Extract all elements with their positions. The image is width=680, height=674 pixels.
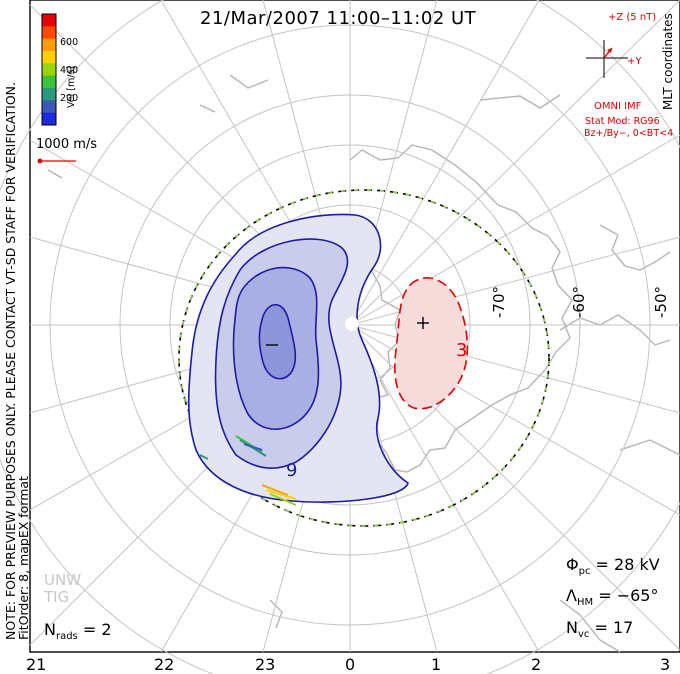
phi-value: = 28 kV (595, 555, 660, 574)
velocity-scale-swatch (42, 51, 56, 64)
velocity-scale-swatch (42, 26, 56, 40)
velocity-scale-frame (41, 13, 57, 126)
velocity-scale-swatch (42, 75, 56, 89)
mlt-label-21: 21 (26, 655, 47, 674)
vector-count: Nvc = 17 (566, 618, 633, 640)
velocity-scale-swatch (42, 14, 56, 27)
potential-max-marker (417, 317, 429, 329)
lambda-value: = −65° (598, 586, 659, 605)
lambda-subscript: HM (576, 597, 594, 609)
watermark-logo: UNW TIG (44, 572, 81, 606)
watermark-line-2: TIG (44, 588, 70, 606)
velocity-tick-400: 400 (60, 65, 79, 76)
velocity-scale-swatch (42, 88, 56, 101)
plot-frame (29, 0, 680, 653)
cross-polar-potential: Φpc = 28 kV (566, 555, 660, 577)
mlt-label-2: 2 (531, 655, 542, 674)
velocity-scale-swatch (42, 100, 56, 114)
fit-order: FitOrder: 8, mapEX format (16, 476, 31, 640)
imf-bz-label: +Z (5 nT) (608, 12, 657, 23)
reference-vector (37, 158, 76, 164)
imf-conditions: Bz+/By−, 0<BT<4 (584, 128, 674, 139)
positive-contour-label: 3 (456, 340, 468, 361)
nvc-symbol: N (566, 618, 578, 637)
lambda-symbol: Λ (566, 586, 577, 605)
coordinate-system-label: MLT coordinates (661, 13, 675, 110)
reference-vector-label: 1000 m/s (36, 137, 98, 152)
velocity-scale-swatch (42, 63, 56, 77)
preview-note: NOTE: FOR PREVIEW PURPOSES ONLY. PLEASE … (3, 82, 31, 640)
negative-cell (187, 213, 409, 503)
lat-label-60: -60° (570, 286, 588, 318)
positive-cell-contour (394, 277, 469, 410)
imf-by-label: +Y (627, 56, 642, 67)
velocity-scale-swatch (42, 38, 56, 52)
mlt-label-0: 0 (345, 655, 356, 674)
negative-contour-label: 9 (286, 460, 298, 481)
watermark-line-1: UNW (44, 571, 82, 589)
velocity-scale-swatch (42, 112, 56, 126)
mlt-label-3: 3 (660, 655, 671, 674)
imf-dial (586, 40, 628, 78)
nrads-subscript: rads (55, 631, 78, 643)
mlt-label-22: 22 (154, 655, 175, 674)
velocity-color-scale (42, 14, 56, 126)
nvc-subscript: vc (577, 629, 590, 641)
stat-model: Stat Mod: RG96 (585, 116, 660, 127)
phi-subscript: pc (578, 566, 591, 578)
phi-symbol: Φ (566, 555, 579, 574)
magnetic-pole-marker (345, 317, 359, 331)
coastline (47, 74, 680, 653)
mlt-label-1: 1 (431, 655, 442, 674)
hm-latitude: ΛHM = −65° (566, 586, 658, 608)
hm-boundary (178, 189, 550, 527)
imf-source: OMNI IMF (594, 101, 642, 112)
nrads-symbol: N (44, 620, 56, 639)
radar-vectors (199, 435, 297, 506)
mlt-label-23: 23 (255, 655, 276, 674)
map-title: 21/Mar/2007 11:00–11:02 UT (200, 8, 477, 29)
velocity-tick-600: 600 (60, 37, 79, 48)
lat-label-50: -50° (652, 286, 670, 318)
velocity-tick-200: 200 (60, 93, 79, 104)
radar-count: Nrads = 2 (44, 620, 112, 642)
nrads-value: = 2 (82, 620, 112, 639)
lat-label-70: -70° (490, 286, 508, 318)
nvc-value: = 17 (594, 618, 634, 637)
negative-contour-4 (258, 303, 297, 380)
